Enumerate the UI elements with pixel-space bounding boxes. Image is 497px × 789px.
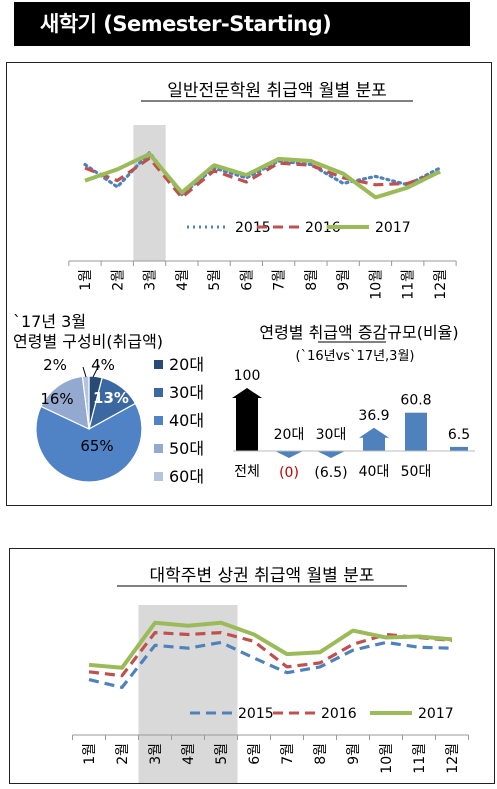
bar-50대 (405, 412, 427, 451)
x-tick-label: 8월 (313, 743, 329, 765)
highlight-band-3 (133, 125, 166, 261)
x-tick-label: 11월 (401, 269, 417, 300)
legend-label-2016: 2016 (321, 706, 357, 722)
series-line-2017 (84, 152, 441, 200)
pie-legend-swatch-60대 (154, 472, 163, 481)
pie-legend-label-50대: 50대 (169, 439, 204, 458)
pie-label-40대: 65% (80, 437, 113, 455)
bar-40대 (359, 427, 389, 451)
x-tick-label: 2월 (115, 743, 131, 765)
x-tick-label: 6월 (247, 743, 263, 765)
bar-category-label: 30대 (316, 427, 347, 443)
x-tick-label: 5월 (207, 269, 223, 291)
pie-label-20대: 4% (91, 356, 115, 374)
pie-legend-swatch-40대 (154, 416, 163, 425)
x-tick-label: 12월 (433, 269, 449, 300)
pie-leader-line (82, 366, 87, 378)
x-tick-label: 1월 (78, 269, 94, 291)
bar-value-label: 36.9 (358, 408, 389, 424)
x-tick-label: 5월 (214, 743, 230, 765)
bar-value-label: 60.8 (400, 393, 431, 409)
pie-title: `17년 3월 (13, 312, 86, 331)
bar-category-label: 50대 (401, 464, 432, 480)
bar-category-label: 전체 (234, 464, 260, 480)
x-tick-label: 7월 (280, 743, 296, 765)
pie-label-30대: 13% (93, 389, 129, 407)
pie-slice-40대 (35, 402, 143, 483)
pie-legend-swatch-20대 (154, 360, 163, 369)
campus-panel: 대학주변 상권 취급액 월별 분포 1월 2월 3월 4월 5월 6월 7월 8월 9월 10월 11… (9, 548, 495, 789)
series-line-2015 (88, 640, 453, 689)
bar-title: 연령별 취급액 증감규모(비율) (259, 323, 458, 342)
legend-label-2017: 2017 (418, 706, 454, 722)
legend-label-2017: 2017 (375, 220, 411, 236)
bar-value-label: (6.5) (314, 465, 347, 481)
pie-legend-label-20대: 20대 (169, 355, 204, 374)
bar-category-label: 20대 (274, 427, 305, 443)
x-tick-label: 10월 (379, 743, 395, 774)
x-tick-label: 2월 (110, 269, 126, 291)
x-tick-label: 4월 (181, 743, 197, 765)
pie-subtitle: 연령별 구성비(취급액) (13, 332, 163, 351)
x-tick-label: 10월 (368, 269, 384, 300)
x-tick-label: 3월 (148, 743, 164, 765)
series-line-2016 (88, 630, 453, 678)
pie-legend-swatch-30대 (154, 388, 163, 397)
bar-value-label: (0) (279, 465, 299, 481)
x-tick-label: 11월 (412, 743, 428, 774)
x-tick-label: 12월 (445, 743, 461, 774)
x-tick-label: 3월 (143, 269, 159, 291)
x-tick-label: 6월 (239, 269, 255, 291)
x-tick-label: 9월 (346, 743, 362, 765)
series-line-2016 (84, 156, 441, 199)
bar-전체 (232, 388, 262, 451)
bar-value-label: 100 (234, 368, 261, 384)
pie-legend-swatch-50대 (154, 444, 163, 453)
pie-legend-label-30대: 30대 (169, 383, 204, 402)
chart-title: 일반전문학원 취급액 월별 분포 (167, 81, 387, 101)
page-title: 새학기 (Semester-Starting) (40, 12, 332, 36)
pie-slice-50대 (40, 375, 90, 431)
campus-panel-svg: 대학주변 상권 취급액 월별 분포 1월 2월 3월 4월 5월 6월 7월 8월 9월 10월 11… (72, 566, 469, 789)
x-tick-label: 1월 (82, 743, 98, 765)
bar-category-label: 40대 (359, 464, 390, 480)
academy-panel-svg: 일반전문학원 취급액 월별 분포 1월 2월 3월 4월 5월 6월 7월 8월 9월 10월 11월… (13, 81, 475, 486)
legend-label-2016: 2016 (305, 220, 341, 236)
pie-leader-line (92, 364, 100, 378)
pie-label-50대: 16% (40, 390, 73, 408)
bar-60대 (450, 446, 468, 451)
academy-panel: 일반전문학원 취급액 월별 분포 1월 2월 3월 4월 5월 6월 7월 8월 9월 10월 11월… (6, 62, 492, 506)
x-tick-label: 8월 (304, 269, 320, 291)
title-bar: 새학기 (Semester-Starting) (14, 2, 470, 46)
pie-label-60대: 2% (43, 356, 67, 374)
chart-title: 대학주변 상권 취급액 월별 분포 (150, 566, 375, 586)
bar-20대 (275, 451, 303, 458)
series-line-2017 (88, 620, 453, 670)
bar-30대 (317, 451, 345, 458)
bar-subtitle: (`16년vs`17년,3월) (296, 349, 415, 364)
pie-legend-label-40대: 40대 (169, 411, 204, 430)
legend-label-2015: 2015 (235, 220, 271, 236)
x-tick-label: 9월 (336, 269, 352, 291)
x-tick-label: 7월 (272, 269, 288, 291)
legend-label-2015: 2015 (238, 706, 274, 722)
x-tick-label: 4월 (175, 269, 191, 291)
bar-value-label: 6.5 (448, 427, 470, 443)
pie-legend-label-60대: 60대 (169, 467, 204, 486)
